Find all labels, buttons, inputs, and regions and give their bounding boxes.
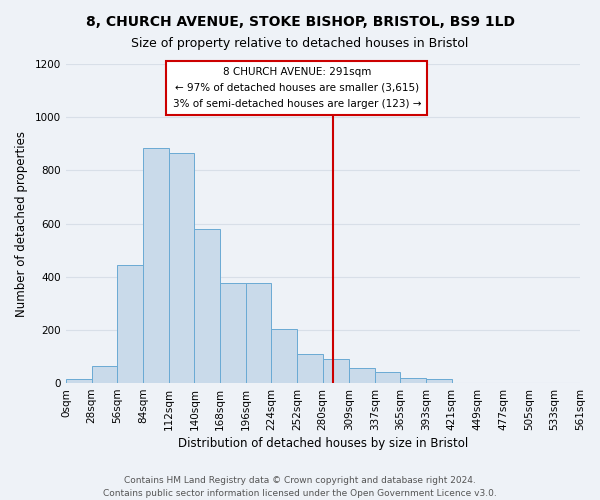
Bar <box>92 366 118 383</box>
Bar <box>220 284 245 383</box>
Bar <box>194 229 220 383</box>
X-axis label: Distribution of detached houses by size in Bristol: Distribution of detached houses by size … <box>178 437 468 450</box>
Bar <box>400 378 426 383</box>
Bar <box>375 372 400 383</box>
Bar <box>271 328 297 383</box>
Y-axis label: Number of detached properties: Number of detached properties <box>15 130 28 316</box>
Bar <box>349 368 375 383</box>
Bar <box>143 148 169 383</box>
Bar <box>297 354 323 383</box>
Text: 8, CHURCH AVENUE, STOKE BISHOP, BRISTOL, BS9 1LD: 8, CHURCH AVENUE, STOKE BISHOP, BRISTOL,… <box>86 15 515 29</box>
Text: Contains HM Land Registry data © Crown copyright and database right 2024.
Contai: Contains HM Land Registry data © Crown c… <box>103 476 497 498</box>
Bar <box>66 379 92 383</box>
Bar <box>323 359 349 383</box>
Text: Size of property relative to detached houses in Bristol: Size of property relative to detached ho… <box>131 38 469 51</box>
Bar <box>169 153 194 383</box>
Bar <box>245 284 271 383</box>
Text: 8 CHURCH AVENUE: 291sqm
← 97% of detached houses are smaller (3,615)
3% of semi-: 8 CHURCH AVENUE: 291sqm ← 97% of detache… <box>173 68 421 108</box>
Bar <box>118 264 143 383</box>
Bar <box>426 379 452 383</box>
